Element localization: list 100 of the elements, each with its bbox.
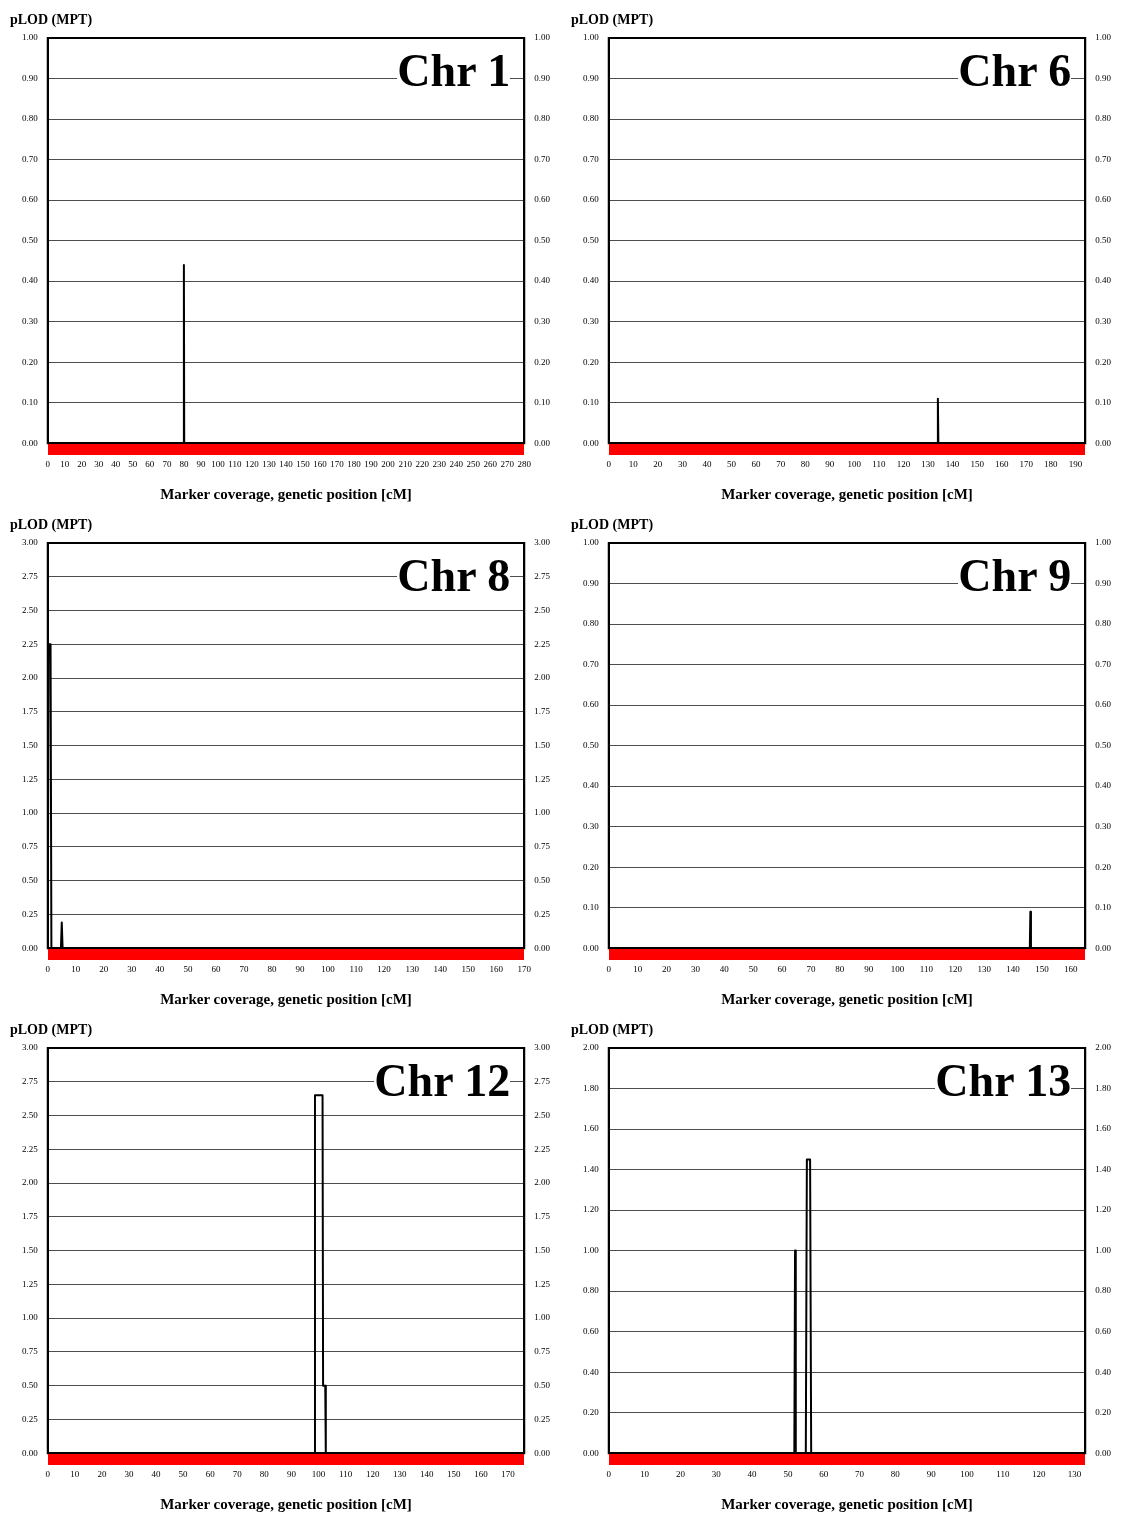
y2-tick-label: 2.50: [534, 1109, 551, 1120]
y-tick-label: 0.70: [22, 153, 39, 164]
y2-tick-label: 0.25: [534, 908, 551, 919]
y-tick-label: 0.90: [583, 577, 600, 588]
x-tick-label: 150: [461, 963, 476, 974]
y-axis-title: pLOD (MPT): [571, 517, 654, 533]
x-tick-label: 30: [711, 1468, 722, 1479]
x-tick-label: 250: [466, 458, 481, 469]
y2-tick-label: 0.00: [1095, 942, 1112, 953]
x-tick-label: 80: [835, 963, 845, 974]
y-tick-label: 0.25: [22, 908, 39, 919]
x-tick-label: 30: [677, 458, 688, 469]
y2-tick-label: 2.75: [534, 571, 551, 582]
y2-tick-label: 0.60: [1095, 1326, 1112, 1336]
x-tick-label: 60: [777, 963, 788, 974]
x-axis-title: Marker coverage, genetic position [cM]: [721, 485, 973, 502]
y2-tick-label: 1.60: [1095, 1123, 1112, 1134]
y-tick-label: 1.75: [22, 706, 39, 717]
x-tick-label: 20: [77, 458, 87, 469]
annotation: Chr 6: [958, 45, 1072, 96]
y2-tick-label: 2.75: [534, 1076, 551, 1087]
x-tick-label: 90: [295, 963, 306, 974]
x-tick-label: 230: [432, 458, 447, 469]
x-tick-label: 150: [447, 1468, 462, 1479]
x-tick-label: 160: [994, 458, 1009, 469]
x-tick-label: 170: [517, 963, 532, 974]
x-tick-label: 70: [162, 458, 172, 469]
y2-tick-label: 0.70: [1095, 658, 1112, 669]
y-tick-label: 0.10: [22, 397, 39, 408]
x-tick-label: 0: [606, 963, 612, 974]
x-tick-label: 220: [415, 458, 430, 469]
y-tick-label: 1.50: [22, 1244, 39, 1255]
y2-tick-label: 0.30: [534, 316, 551, 326]
y2-tick-label: 1.50: [534, 1244, 551, 1255]
x-tick-label: 30: [690, 963, 701, 974]
y2-tick-label: 2.50: [534, 604, 551, 615]
y-tick-label: 0.75: [22, 841, 39, 852]
y2-tick-label: 0.60: [534, 194, 551, 205]
y2-tick-label: 0.20: [1095, 861, 1112, 872]
y2-tick-label: 0.80: [534, 113, 551, 124]
x-tick-label: 0: [606, 1468, 612, 1479]
x-tick-label: 10: [60, 458, 70, 469]
x-tick-label: 70: [239, 963, 249, 974]
x-tick-label: 120: [1031, 1468, 1046, 1479]
x-tick-label: 100: [960, 1468, 975, 1479]
x-tick-label: 0: [606, 458, 612, 469]
y-tick-label: 0.60: [22, 194, 39, 205]
x-tick-label: 150: [1035, 963, 1050, 974]
y-tick-label: 2.50: [22, 604, 39, 615]
y-tick-label: 0.30: [583, 316, 600, 326]
y2-tick-label: 0.00: [534, 437, 551, 448]
y-tick-label: 0.80: [22, 113, 39, 124]
y-tick-label: 1.00: [583, 537, 600, 548]
x-tick-label: 130: [405, 963, 420, 974]
y2-tick-label: 1.75: [534, 706, 551, 717]
x-tick-label: 50: [727, 458, 737, 469]
x-tick-label: 90: [864, 963, 874, 974]
y2-tick-label: 1.75: [534, 1211, 551, 1222]
y-tick-label: 0.40: [583, 275, 600, 286]
y-tick-label: 2.75: [22, 1076, 39, 1087]
y-tick-label: 0.40: [583, 780, 600, 791]
y-tick-label: 2.00: [583, 1042, 600, 1053]
y-tick-label: 0.00: [583, 942, 600, 953]
x-tick-label: 140: [420, 1468, 435, 1479]
y-axis-title: pLOD (MPT): [10, 517, 93, 533]
x-tick-label: 170: [330, 458, 345, 469]
y-axis-title: pLOD (MPT): [10, 1022, 93, 1038]
x-tick-label: 130: [921, 458, 936, 469]
x-tick-label: 0: [45, 963, 51, 974]
x-tick-label: 130: [262, 458, 277, 469]
y-tick-label: 0.40: [583, 1366, 600, 1377]
y-tick-label: 2.25: [22, 1143, 39, 1154]
y2-tick-label: 2.00: [534, 1177, 551, 1188]
y-tick-label: 0.20: [583, 356, 600, 367]
y-tick-label: 0.90: [583, 72, 600, 83]
x-tick-label: 120: [245, 458, 260, 469]
x-tick-label: 90: [825, 458, 835, 469]
y2-tick-label: 0.40: [1095, 780, 1112, 791]
y-tick-label: 0.40: [22, 275, 39, 286]
x-tick-label: 120: [896, 458, 911, 469]
x-tick-label: 150: [970, 458, 985, 469]
x-tick-label: 50: [183, 963, 193, 974]
x-axis-title: Marker coverage, genetic position [cM]: [721, 1495, 973, 1512]
y-tick-label: 2.00: [22, 1177, 39, 1188]
x-tick-label: 40: [702, 458, 712, 469]
y2-tick-label: 0.90: [1095, 72, 1112, 83]
x-tick-label: 70: [232, 1468, 243, 1479]
y-tick-label: 0.20: [583, 1407, 600, 1418]
x-tick-label: 60: [205, 1468, 216, 1479]
x-tick-label: 80: [890, 1468, 901, 1479]
y2-tick-label: 0.00: [1095, 1447, 1112, 1458]
y2-tick-label: 0.80: [1095, 113, 1112, 124]
y2-tick-label: 0.40: [1095, 1366, 1112, 1377]
x-tick-label: 20: [662, 963, 672, 974]
x-axis-title: Marker coverage, genetic position [cM]: [160, 1495, 412, 1512]
y2-tick-label: 1.25: [534, 773, 551, 784]
x-tick-label: 110: [996, 1468, 1010, 1479]
x-tick-label: 40: [111, 458, 121, 469]
y-tick-label: 0.80: [583, 1285, 600, 1296]
y-tick-label: 1.20: [583, 1204, 600, 1215]
